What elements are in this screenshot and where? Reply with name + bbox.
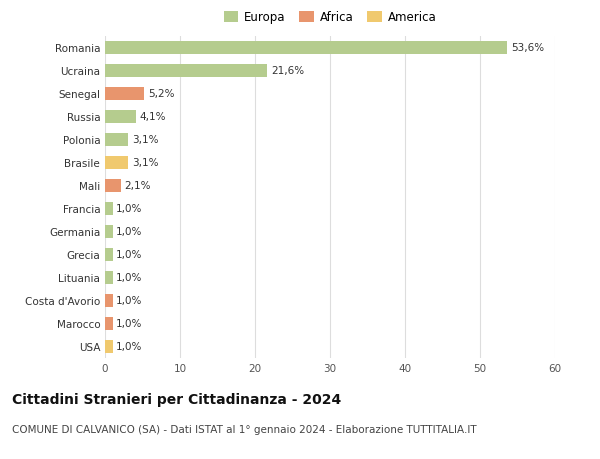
Text: 1,0%: 1,0% <box>116 273 143 283</box>
Bar <box>105 65 267 78</box>
Bar <box>105 317 113 330</box>
Bar <box>105 294 113 307</box>
Text: 5,2%: 5,2% <box>148 89 174 99</box>
Bar <box>105 42 507 55</box>
Text: 1,0%: 1,0% <box>116 319 143 329</box>
Text: 3,1%: 3,1% <box>132 135 158 145</box>
Bar <box>105 111 136 123</box>
Text: Cittadini Stranieri per Cittadinanza - 2024: Cittadini Stranieri per Cittadinanza - 2… <box>12 392 341 406</box>
Bar <box>105 225 113 238</box>
Bar <box>105 248 113 261</box>
Text: 1,0%: 1,0% <box>116 250 143 260</box>
Text: 4,1%: 4,1% <box>139 112 166 122</box>
Text: 3,1%: 3,1% <box>132 158 158 168</box>
Text: 21,6%: 21,6% <box>271 66 304 76</box>
Text: 1,0%: 1,0% <box>116 296 143 306</box>
Bar <box>105 88 144 101</box>
Text: 1,0%: 1,0% <box>116 227 143 237</box>
Bar <box>105 202 113 215</box>
Bar <box>105 134 128 146</box>
Bar <box>105 271 113 284</box>
Bar <box>105 157 128 169</box>
Bar <box>105 340 113 353</box>
Bar <box>105 179 121 192</box>
Text: 53,6%: 53,6% <box>511 43 544 53</box>
Text: 1,0%: 1,0% <box>116 341 143 352</box>
Legend: Europa, Africa, America: Europa, Africa, America <box>224 11 436 24</box>
Text: 2,1%: 2,1% <box>125 181 151 191</box>
Text: COMUNE DI CALVANICO (SA) - Dati ISTAT al 1° gennaio 2024 - Elaborazione TUTTITAL: COMUNE DI CALVANICO (SA) - Dati ISTAT al… <box>12 425 476 435</box>
Text: 1,0%: 1,0% <box>116 204 143 214</box>
